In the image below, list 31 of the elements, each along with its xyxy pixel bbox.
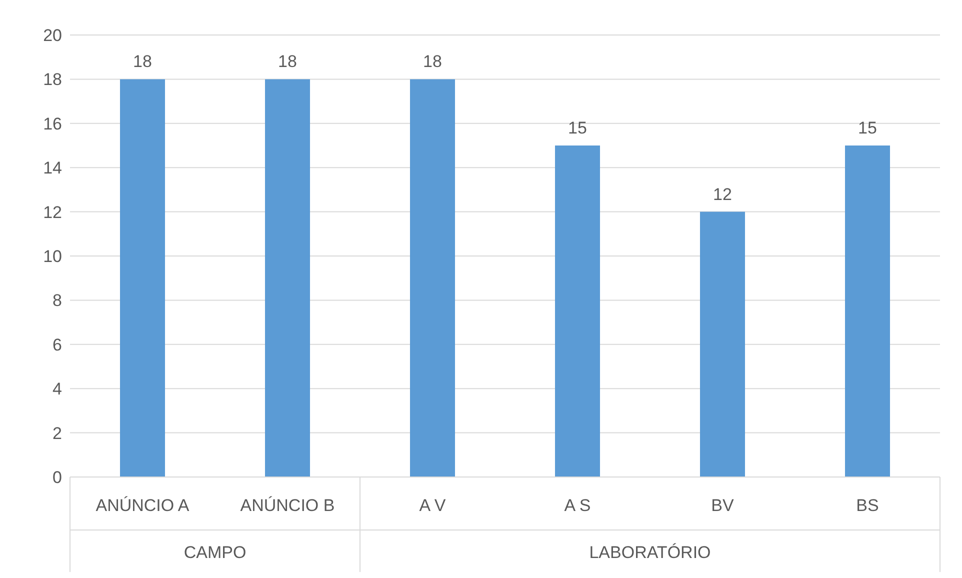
data-label: 12 (713, 184, 732, 204)
y-tick-label: 10 (43, 247, 62, 266)
y-tick-label: 0 (52, 468, 62, 488)
bar (700, 212, 745, 477)
y-tick-label: 2 (52, 424, 62, 443)
y-tick-label: 14 (43, 158, 62, 178)
x-tick-label: ANÚNCIO A (96, 496, 190, 516)
y-tick-label: 6 (52, 335, 62, 354)
data-label: 18 (423, 52, 442, 72)
x-tick-label: A V (419, 496, 446, 516)
x-tick-label: BV (711, 496, 734, 516)
bar (120, 79, 165, 477)
x-tick-label: A S (564, 496, 591, 516)
data-label: 18 (133, 52, 152, 72)
x-tick-label: ANÚNCIO B (240, 496, 335, 516)
data-label: 15 (858, 118, 877, 138)
y-tick-label: 12 (43, 202, 62, 222)
x-tick-label: BS (856, 496, 879, 516)
text: LABORATÓRIO (589, 543, 711, 562)
y-tick-label: 16 (43, 114, 62, 134)
bar (555, 146, 600, 477)
y-tick-label: 8 (52, 291, 62, 310)
text: CAMPO (184, 543, 246, 562)
data-label: 15 (568, 118, 587, 138)
bar (845, 146, 890, 477)
y-tick-label: 4 (52, 380, 62, 399)
y-tick-label: 18 (43, 70, 62, 90)
bar (265, 79, 310, 477)
bar (410, 79, 455, 477)
y-tick-label: 20 (43, 26, 62, 46)
data-label: 18 (278, 52, 297, 72)
